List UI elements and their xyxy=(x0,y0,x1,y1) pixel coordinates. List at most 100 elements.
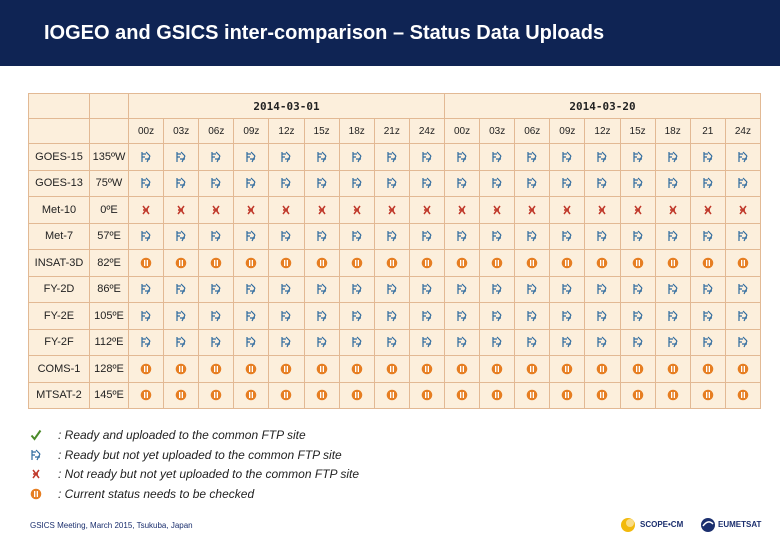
ready-not-uploaded-icon xyxy=(246,283,256,295)
status-cell xyxy=(233,302,270,330)
status-cell xyxy=(619,143,656,171)
table-row: Met-7 57ºE xyxy=(28,222,762,250)
status-cell xyxy=(127,381,165,409)
check-status-icon xyxy=(702,389,714,401)
status-cell xyxy=(303,143,340,171)
check-status-icon xyxy=(632,257,643,269)
status-cell xyxy=(689,381,726,409)
ready-not-uploaded-icon xyxy=(492,283,502,295)
status-cell xyxy=(584,196,621,224)
ready-not-uploaded-icon xyxy=(211,230,221,242)
ready-not-uploaded-icon xyxy=(527,151,537,163)
status-cell xyxy=(303,222,340,250)
ready-not-uploaded-icon xyxy=(632,283,643,295)
not-ready-icon xyxy=(282,205,291,215)
check-status-icon xyxy=(386,389,398,401)
status-cell xyxy=(724,143,762,171)
status-cell xyxy=(619,355,656,383)
status-cell xyxy=(619,222,656,250)
check-status-icon xyxy=(421,363,433,375)
status-cell xyxy=(198,275,235,303)
check-status-icon xyxy=(175,363,187,375)
ready-not-uploaded-icon xyxy=(703,336,713,348)
logos: SCOPE•CM EUMETSAT xyxy=(618,514,768,536)
status-cell xyxy=(619,328,656,356)
ready-not-uploaded-icon xyxy=(387,230,397,242)
satellite-position: 112ºE xyxy=(89,328,129,356)
status-cell xyxy=(303,355,340,383)
ready-not-uploaded-icon xyxy=(211,310,221,322)
status-cell xyxy=(373,222,410,250)
table-row: FY-2F 112ºE xyxy=(28,328,762,356)
ready-not-uploaded-icon xyxy=(738,177,748,189)
status-cell xyxy=(479,302,516,330)
ready-not-uploaded-icon xyxy=(632,310,643,322)
status-cell xyxy=(268,143,305,171)
status-cell xyxy=(338,249,375,277)
time-header: 00z xyxy=(443,118,481,144)
status-cell xyxy=(619,249,656,277)
status-cell xyxy=(268,355,305,383)
ready-not-uploaded-icon xyxy=(492,336,502,348)
status-cell xyxy=(514,196,551,224)
table-row: FY-2E 105ºE xyxy=(28,302,762,330)
status-cell xyxy=(584,328,621,356)
ready-not-uploaded-icon xyxy=(316,283,327,295)
ready-not-uploaded-icon xyxy=(668,230,678,242)
status-cell xyxy=(233,222,270,250)
ready-not-uploaded-icon xyxy=(316,151,327,163)
status-cell xyxy=(443,169,481,197)
status-cell xyxy=(689,169,726,197)
satellite-position: 57ºE xyxy=(89,222,129,250)
status-cell xyxy=(443,328,481,356)
ready-not-uploaded-icon xyxy=(422,177,432,189)
status-cell xyxy=(303,275,340,303)
ready-not-uploaded-icon xyxy=(422,283,432,295)
status-cell xyxy=(689,355,726,383)
ready-not-uploaded-icon xyxy=(281,230,292,242)
status-cell xyxy=(654,275,691,303)
ready-not-uploaded-icon xyxy=(632,336,643,348)
status-cell xyxy=(303,328,340,356)
status-cell xyxy=(689,196,726,224)
ready-not-uploaded-icon xyxy=(457,310,467,322)
status-cell xyxy=(654,302,691,330)
check-status-icon xyxy=(281,363,292,375)
time-header: 18z xyxy=(654,118,691,144)
eumetsat-logo-icon xyxy=(701,518,715,532)
status-cell xyxy=(127,169,165,197)
ready-not-uploaded-icon xyxy=(141,283,151,295)
status-cell xyxy=(268,381,305,409)
status-cell xyxy=(619,302,656,330)
satellite-position: 86ºE xyxy=(89,275,129,303)
status-cell xyxy=(549,196,586,224)
ready-not-uploaded-icon xyxy=(597,283,608,295)
status-cell xyxy=(373,196,410,224)
title-banner: IOGEO and GSICS inter-comparison – Statu… xyxy=(0,0,780,66)
table-row: MTSAT-2 145ºE xyxy=(28,381,762,409)
status-cell xyxy=(619,169,656,197)
status-cell xyxy=(514,355,551,383)
status-cell xyxy=(198,328,235,356)
ready-not-uploaded-icon xyxy=(457,177,467,189)
status-cell xyxy=(408,355,445,383)
ready-not-uploaded-icon xyxy=(562,310,572,322)
status-cell xyxy=(163,355,200,383)
status-cell xyxy=(654,222,691,250)
status-cell xyxy=(584,381,621,409)
table-row: FY-2D 86ºE xyxy=(28,275,762,303)
header-blank xyxy=(28,118,90,144)
check-status-icon xyxy=(632,363,643,375)
status-cell xyxy=(233,328,270,356)
status-cell xyxy=(127,302,165,330)
ready-not-uploaded-icon xyxy=(492,230,502,242)
status-cell xyxy=(724,249,762,277)
check-status-icon xyxy=(421,257,433,269)
ready-not-uploaded-icon xyxy=(141,336,151,348)
status-cell xyxy=(724,381,762,409)
ready-not-uploaded-icon xyxy=(176,177,186,189)
ready-not-uploaded-icon xyxy=(597,177,608,189)
ready-not-uploaded-icon xyxy=(632,177,643,189)
time-header: 21 xyxy=(689,118,726,144)
time-header: 09z xyxy=(549,118,586,144)
